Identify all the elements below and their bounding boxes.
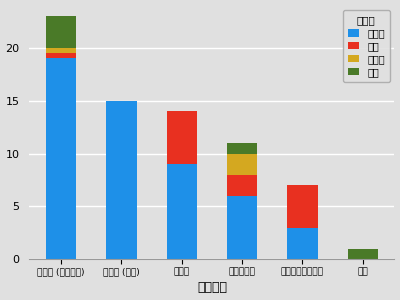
Bar [348,249,378,259]
Bar [287,185,318,227]
Bar [106,101,136,259]
Bar [46,58,76,259]
Bar [167,111,197,164]
Bar [227,175,257,196]
Bar [46,48,76,53]
Legend: 日本語, 英語, その他, 不明: 日本語, 英語, その他, 不明 [343,11,390,82]
Bar [227,154,257,175]
Bar [167,164,197,259]
Bar [227,196,257,259]
Bar [227,143,257,154]
X-axis label: 文化分類: 文化分類 [197,281,227,294]
Bar [46,53,76,58]
Bar [287,227,318,259]
Bar [46,16,76,48]
